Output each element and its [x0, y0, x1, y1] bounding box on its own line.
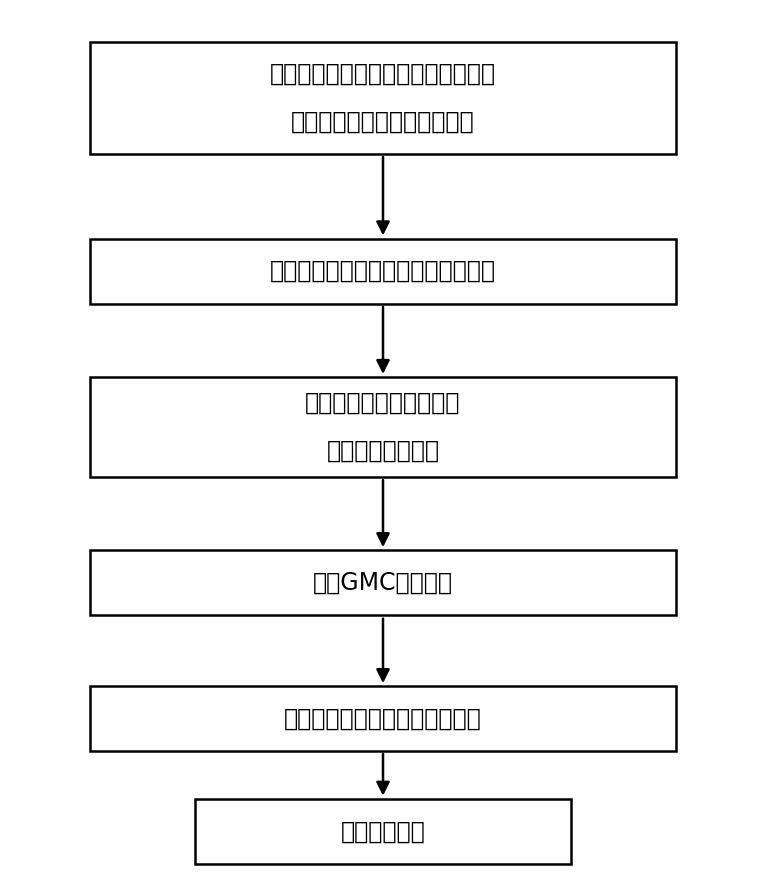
FancyBboxPatch shape — [90, 41, 676, 154]
Text: 构造GMC目标函数: 构造GMC目标函数 — [313, 571, 453, 595]
FancyBboxPatch shape — [90, 686, 676, 752]
Text: 计算重构声场: 计算重构声场 — [341, 819, 425, 844]
Text: 的声传递函数矩阵: 的声传递函数矩阵 — [326, 439, 440, 463]
FancyBboxPatch shape — [195, 799, 571, 864]
FancyBboxPatch shape — [90, 550, 676, 615]
Text: 利用邻近点算法求解最小化问题: 利用邻近点算法求解最小化问题 — [284, 707, 482, 731]
FancyBboxPatch shape — [90, 238, 676, 304]
Text: 测量期望声场在传声器阵列处的声压: 测量期望声场在传声器阵列处的声压 — [270, 259, 496, 283]
Text: 声器阵列、传声器阵列的位置: 声器阵列、传声器阵列的位置 — [291, 110, 475, 134]
Text: 确定自由空间中的二维重构区域和扬: 确定自由空间中的二维重构区域和扬 — [270, 62, 496, 86]
Text: 计算传声器到扬声器之间: 计算传声器到扬声器之间 — [306, 392, 460, 415]
FancyBboxPatch shape — [90, 378, 676, 477]
